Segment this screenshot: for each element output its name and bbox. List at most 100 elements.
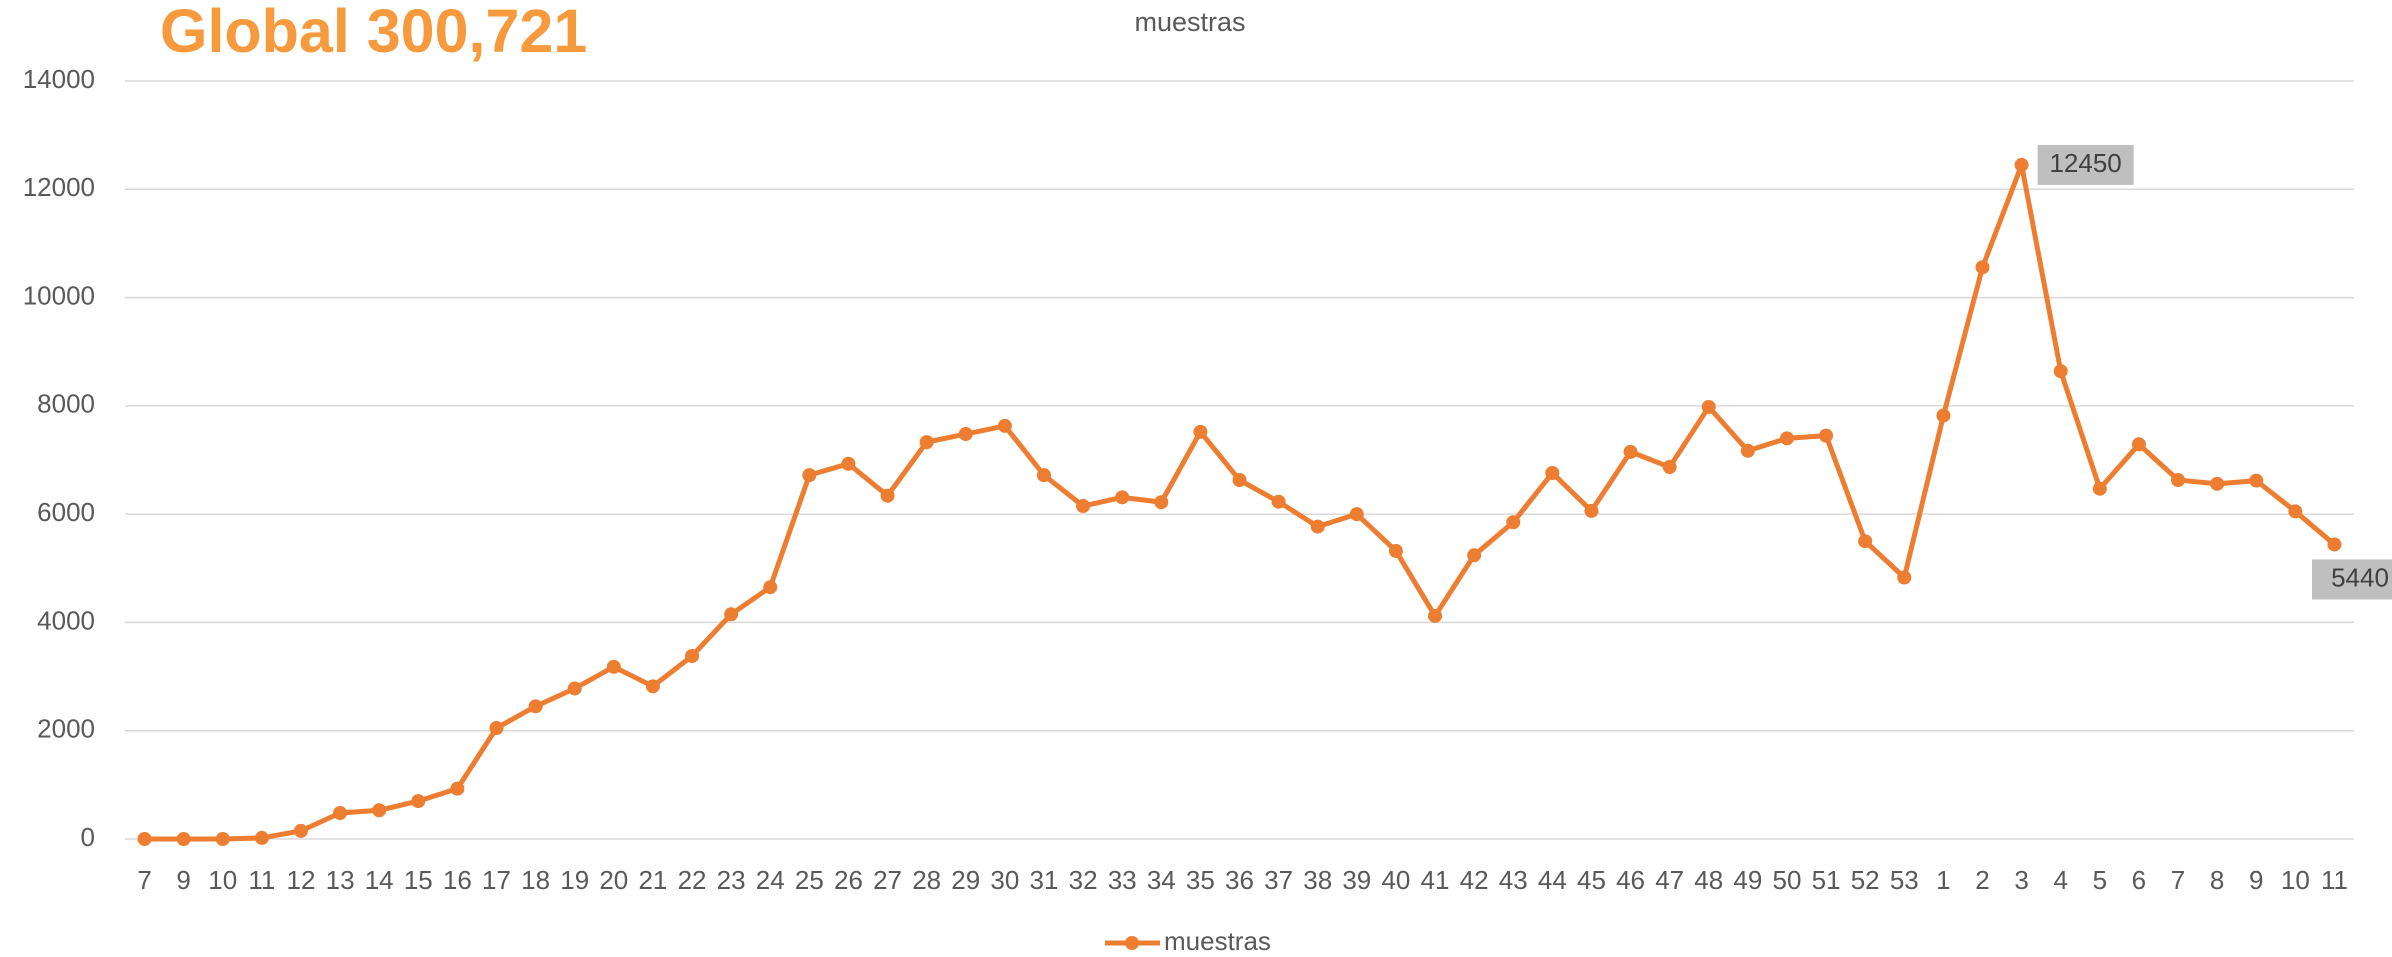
point <box>2210 476 2225 491</box>
x-tick-label: 29 <box>951 865 980 895</box>
point <box>1388 543 1403 558</box>
point <box>1623 444 1638 459</box>
point <box>2249 473 2264 488</box>
y-tick-label: 0 <box>81 822 95 852</box>
y-tick-label: 8000 <box>37 389 95 419</box>
x-tick-label: 3 <box>2014 865 2028 895</box>
x-tick-label: 5 <box>2093 865 2107 895</box>
x-tick-label: 44 <box>1538 865 1567 895</box>
x-tick-label: 16 <box>443 865 472 895</box>
point <box>997 418 1012 433</box>
x-tick-label: 26 <box>834 865 863 895</box>
point <box>2327 537 2342 552</box>
point <box>176 832 191 846</box>
x-tick-label: 24 <box>756 865 785 895</box>
point <box>1584 503 1599 518</box>
data-label: 5440 <box>2331 562 2389 592</box>
point <box>1779 431 1794 446</box>
x-tick-label: 25 <box>795 865 824 895</box>
point <box>958 427 973 442</box>
point <box>2131 437 2146 452</box>
point <box>2092 481 2107 496</box>
x-tick-label: 46 <box>1616 865 1645 895</box>
x-tick-label: 17 <box>482 865 511 895</box>
x-tick-label: 39 <box>1342 865 1371 895</box>
x-tick-label: 52 <box>1851 865 1880 895</box>
x-tick-label: 41 <box>1421 865 1450 895</box>
x-tick-label: 19 <box>560 865 589 895</box>
x-tick-label: 10 <box>208 865 237 895</box>
point <box>450 781 465 796</box>
point <box>137 832 152 846</box>
point <box>1349 507 1364 522</box>
series-line <box>144 162 2337 842</box>
point <box>1467 548 1482 563</box>
x-tick-label: 51 <box>1812 865 1841 895</box>
point <box>1740 443 1755 458</box>
point <box>215 832 230 846</box>
data-label-box <box>2037 144 2134 185</box>
point <box>1232 473 1247 488</box>
y-tick-label: 4000 <box>37 605 95 635</box>
point <box>841 456 856 471</box>
chart-title: muestras <box>1134 7 1245 37</box>
x-tick-label: 2 <box>1975 865 1989 895</box>
x-tick-label: 9 <box>2249 865 2263 895</box>
point <box>1662 460 1677 475</box>
point <box>333 806 348 821</box>
x-tick-label: 22 <box>678 865 707 895</box>
x-tick-label: 23 <box>717 865 746 895</box>
x-tick-label: 20 <box>599 865 628 895</box>
x-tick-label: 45 <box>1577 865 1606 895</box>
x-tick-label: 43 <box>1499 865 1528 895</box>
point <box>411 794 426 809</box>
point <box>1858 534 1873 549</box>
point <box>1310 519 1325 534</box>
annotation: Global 300,721 <box>160 0 587 65</box>
x-tick-label: 33 <box>1108 865 1137 895</box>
point <box>528 699 543 714</box>
point <box>1076 499 1091 514</box>
x-tick-label: 27 <box>873 865 902 895</box>
point <box>1271 494 1286 509</box>
x-tick-label: 14 <box>365 865 394 895</box>
x-tick-label: 53 <box>1890 865 1919 895</box>
x-tick-label: 1 <box>1936 865 1950 895</box>
data-label-box <box>2312 559 2392 600</box>
point <box>1897 570 1912 585</box>
point <box>763 580 778 595</box>
x-tick-label: 6 <box>2132 865 2146 895</box>
y-tick-label: 6000 <box>37 497 95 527</box>
data-label: 12450 <box>2049 148 2121 178</box>
x-tick-label: 47 <box>1655 865 1684 895</box>
x-tick-label: 10 <box>2281 865 2310 895</box>
x-tick-label: 11 <box>2321 865 2348 895</box>
point <box>1193 424 1208 439</box>
x-tick-label: 11 <box>248 865 275 895</box>
point <box>802 468 817 483</box>
point <box>724 607 739 622</box>
point <box>919 435 934 450</box>
point <box>1975 260 1990 275</box>
legend-label: muestras <box>1164 926 1271 956</box>
point <box>2014 157 2029 172</box>
x-tick-label: 9 <box>176 865 190 895</box>
x-tick-label: 49 <box>1733 865 1762 895</box>
x-tick-label: 32 <box>1069 865 1098 895</box>
x-tick-label: 50 <box>1773 865 1802 895</box>
x-tick-label: 15 <box>404 865 433 895</box>
x-tick-label: 42 <box>1460 865 1489 895</box>
x-tick-label: 8 <box>2210 865 2224 895</box>
point <box>685 648 700 663</box>
point <box>2053 364 2068 379</box>
x-tick-label: 36 <box>1225 865 1254 895</box>
point <box>645 679 660 694</box>
point <box>1545 465 1560 480</box>
x-tick-label: 4 <box>2053 865 2067 895</box>
x-tick-label: 37 <box>1264 865 1293 895</box>
point <box>1036 468 1051 483</box>
point <box>606 659 621 674</box>
point <box>1819 428 1834 443</box>
y-tick-label: 14000 <box>23 64 95 94</box>
